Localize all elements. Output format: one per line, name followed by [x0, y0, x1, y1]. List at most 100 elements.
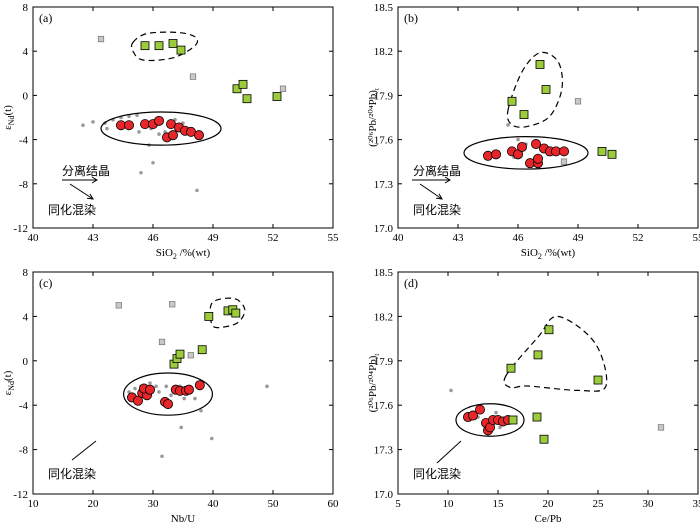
x-axis-title: Ce/Pb [535, 513, 562, 525]
green-square-point [507, 96, 517, 106]
red-circle-point [467, 410, 478, 421]
panel-d: 5 10 15 20 25 30 35 17.0 17.3 17.6 17.9 18.2 18.5 (d)… [367, 267, 700, 525]
x-tick-label: 10 [28, 498, 40, 510]
red-circle-point [474, 404, 485, 415]
axes-frame [397, 6, 699, 229]
red-circle-point [193, 130, 204, 141]
green-square-point [597, 146, 607, 156]
x-axis-title: SiO2 /%(wt) [156, 247, 211, 261]
grey-square-point [189, 73, 197, 80]
y-tick-label: 8 [23, 2, 29, 14]
grey-dot-point [157, 132, 161, 136]
y-tick-label: -8 [19, 445, 29, 457]
x-tick-label: 43 [453, 232, 465, 244]
green-square-point [231, 308, 241, 318]
grey-dot-point [506, 123, 510, 127]
x-axis-title: SiO2 /%(wt) [521, 247, 576, 261]
x-tick-label: 25 [593, 498, 605, 510]
x-tick-label: 55 [328, 232, 340, 244]
grey-square-point [158, 338, 166, 346]
y-tick-label: -12 [13, 489, 28, 501]
x-tick-label: 40 [208, 498, 220, 510]
red-circle-point [490, 149, 501, 160]
grey-dot-point [105, 126, 109, 131]
arrowhead-assimilation [435, 193, 443, 200]
y-tick-label: -8 [19, 179, 29, 191]
x-tick-label: 46 [148, 232, 160, 244]
x-tick-label: 35 [693, 498, 700, 510]
grey-square-point [115, 302, 122, 309]
x-tick-label: 49 [208, 232, 220, 244]
x-tick-label: 50 [268, 498, 280, 510]
green-square-point [506, 363, 516, 373]
grey-dot-point [195, 188, 199, 193]
red-circle-point [533, 153, 544, 164]
y-tick-label: 18.2 [374, 311, 393, 323]
x-tick-label: 52 [633, 232, 644, 244]
x-tick-label: 49 [573, 232, 585, 244]
red-circle-point [482, 150, 493, 161]
green-square-point [508, 415, 518, 425]
y-tick-label: 17.3 [374, 445, 394, 457]
red-circle-point [183, 384, 194, 395]
red-circle-point [531, 139, 542, 150]
grey-dot-point [265, 384, 269, 389]
green-square-point [175, 349, 185, 359]
dashed-region [506, 51, 564, 128]
y-tick-label: 18.5 [374, 267, 394, 279]
y-tick-label: 17.0 [374, 489, 394, 501]
grey-dot-point [160, 454, 164, 459]
green-square-point [607, 149, 617, 159]
y-axis-title: εNd(t) [2, 105, 16, 130]
red-circle-point [144, 384, 155, 395]
green-square-point [535, 60, 545, 69]
annotation-fractional-crystallization: 分离结晶 [413, 163, 461, 178]
red-circle-point [559, 146, 570, 157]
panel-label: (b) [404, 11, 418, 25]
y-tick-label: 17.0 [374, 223, 394, 235]
arrow-assimilation [69, 183, 94, 200]
solid-ellipse [455, 403, 525, 437]
red-circle-point [517, 141, 528, 152]
grey-dot-point [494, 410, 498, 415]
x-tick-label: 60 [328, 498, 340, 510]
green-square-point [168, 39, 178, 48]
grey-dot-point [498, 425, 502, 430]
arrowhead-fractional-crystallization [91, 176, 98, 184]
x-tick-label: 46 [513, 232, 525, 244]
grey-dot-point [137, 130, 141, 134]
axes-frame [32, 271, 334, 495]
axes-frame [397, 271, 699, 495]
green-square-point [593, 375, 603, 385]
grey-dot-point [154, 384, 158, 389]
grey-dot-point [193, 396, 197, 401]
y-tick-label: 4 [23, 311, 29, 323]
annotation-assimilation: 同化混染 [48, 202, 96, 217]
green-square-point [238, 79, 248, 89]
y-axis-title: (²⁰⁶Pb/²⁰⁴Pb)t [367, 88, 381, 147]
grey-dot-point [151, 161, 155, 165]
grey-dot-point [139, 170, 143, 175]
grey-dot-point [127, 114, 131, 119]
panel-label: (d) [404, 276, 418, 290]
green-square-point [519, 110, 529, 119]
grey-dot-point [179, 425, 183, 430]
grey-square-point [279, 85, 287, 92]
panel-c: 10 20 30 40 50 60 -12 -8 -4 0 4 8 (c) Nb/U εNd(t) 同化混染 [2, 267, 339, 525]
green-square-point [176, 45, 186, 55]
green-square-point [539, 434, 549, 444]
panel-label: (c) [39, 276, 52, 290]
green-square-point [140, 41, 150, 51]
panel-a: 40 43 46 49 52 55 -12 -8 -4 0 4 8 (a) SiO2 /%(wt) εNd(… [2, 2, 339, 261]
grey-square-point [169, 301, 176, 308]
x-tick-label: 40 [393, 232, 405, 244]
solid-ellipse [463, 136, 589, 170]
annotation-assimilation: 同化混染 [413, 202, 461, 217]
grey-dot-point [182, 396, 186, 401]
green-square-point [154, 41, 164, 51]
grey-dot-point [210, 436, 214, 441]
y-axis-title: (²⁰⁶Pb/²⁰⁴Pb)t [367, 354, 381, 413]
arrowhead-assimilation [86, 193, 94, 200]
y-axis-title: εNd(t) [2, 370, 16, 395]
green-square-point [272, 92, 282, 101]
